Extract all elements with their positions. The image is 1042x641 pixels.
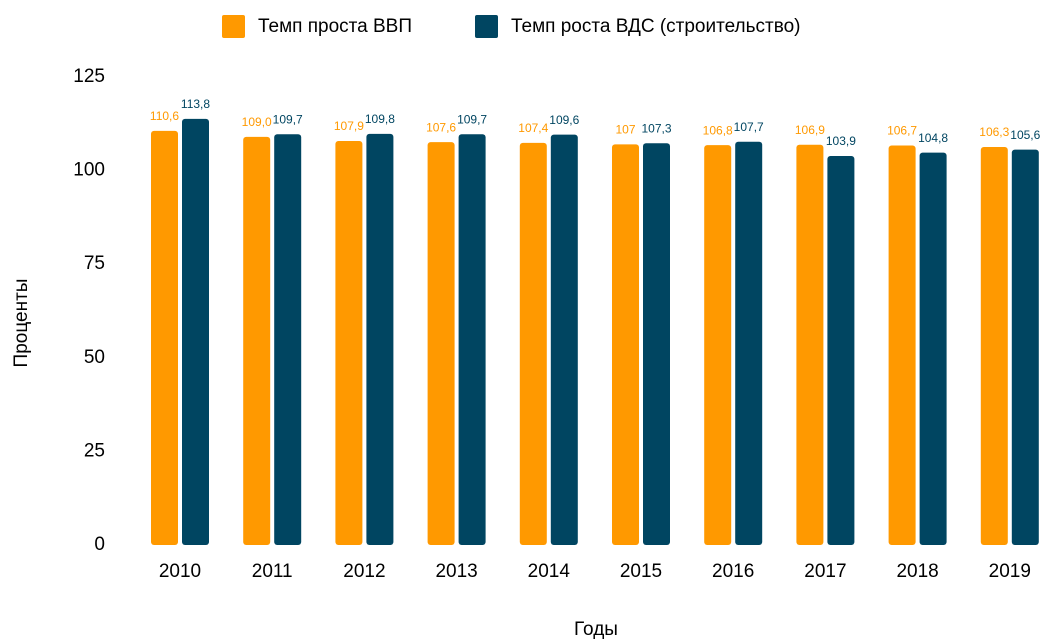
- value-label: 109,0: [242, 115, 272, 129]
- bar: [643, 143, 670, 545]
- legend-label: Темп проста ВВП: [258, 16, 412, 37]
- x-tick-label: 2018: [896, 561, 938, 582]
- bar: [458, 134, 486, 545]
- value-label: 109,7: [457, 112, 487, 126]
- bar: [919, 152, 947, 546]
- bar: [704, 145, 732, 545]
- bar: [980, 147, 1008, 545]
- bar: [796, 144, 824, 545]
- value-label: 110,6: [150, 109, 179, 123]
- y-tick-label: 75: [84, 253, 105, 274]
- y-tick-label: 0: [94, 534, 105, 555]
- value-label: 105,6: [1010, 128, 1040, 142]
- x-tick-label: 2014: [528, 561, 571, 582]
- x-axis-title: Годы: [574, 619, 618, 640]
- value-label: 103,9: [826, 134, 856, 148]
- value-label: 107,3: [641, 121, 671, 135]
- bar: [182, 118, 209, 545]
- bar: [1011, 149, 1039, 545]
- bar: [151, 130, 178, 545]
- x-tick-label: 2017: [804, 561, 846, 582]
- legend-swatch: [222, 15, 245, 38]
- y-axis-title: Проценты: [11, 279, 32, 368]
- y-tick-label: 100: [73, 160, 105, 181]
- bar: [519, 142, 547, 545]
- x-tick-label: 2016: [712, 561, 754, 582]
- x-tick-label: 2010: [159, 561, 201, 582]
- x-tick-label: 2013: [435, 561, 477, 582]
- bar: [274, 134, 302, 545]
- y-tick-label: 125: [73, 66, 105, 87]
- value-label: 109,6: [549, 113, 579, 127]
- value-label: 106,3: [979, 125, 1009, 139]
- bar: [612, 144, 639, 545]
- bar: [366, 133, 394, 545]
- value-label: 109,8: [365, 112, 395, 126]
- legend-swatch: [475, 15, 498, 38]
- y-tick-label: 25: [84, 440, 105, 461]
- value-label: 106,9: [795, 123, 825, 137]
- value-label: 113,8: [181, 97, 210, 111]
- bar: [550, 134, 578, 545]
- bar: [243, 136, 271, 546]
- bar: [335, 141, 363, 545]
- value-label: 106,8: [703, 123, 733, 137]
- x-tick-label: 2019: [989, 561, 1031, 582]
- value-label: 107,6: [426, 120, 456, 134]
- value-label: 107,9: [334, 119, 364, 133]
- bar: [888, 145, 916, 545]
- value-label: 107,4: [518, 121, 548, 135]
- value-label: 109,7: [273, 112, 303, 126]
- y-tick-label: 50: [84, 347, 105, 368]
- value-label: 104,8: [918, 131, 948, 145]
- bar: [735, 141, 763, 546]
- x-tick-label: 2015: [620, 561, 662, 582]
- bar: [427, 142, 455, 545]
- legend-label: Темп роста ВДС (строительство): [511, 16, 801, 37]
- value-label: 107: [615, 123, 635, 137]
- x-tick-label: 2011: [252, 561, 293, 582]
- value-label: 107,7: [734, 120, 764, 134]
- value-label: 106,7: [887, 124, 917, 138]
- bar: [827, 155, 855, 545]
- x-tick-label: 2012: [343, 561, 385, 582]
